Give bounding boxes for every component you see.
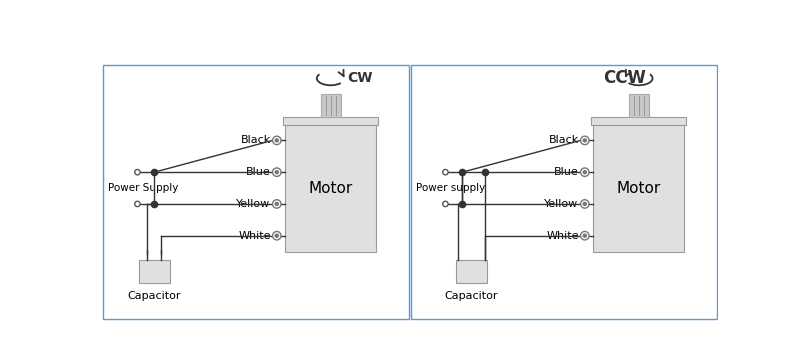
Circle shape xyxy=(583,139,586,142)
Text: Black: Black xyxy=(548,135,578,145)
Circle shape xyxy=(273,168,281,177)
Circle shape xyxy=(581,200,589,208)
Text: Yellow: Yellow xyxy=(544,199,578,209)
Circle shape xyxy=(581,168,589,177)
Text: White: White xyxy=(238,231,270,241)
Circle shape xyxy=(273,200,281,208)
Text: Motor: Motor xyxy=(309,181,353,195)
Bar xyxy=(102,65,410,319)
Text: CW: CW xyxy=(348,71,373,85)
Text: Yellow: Yellow xyxy=(236,199,270,209)
Text: CCW: CCW xyxy=(603,69,646,87)
Circle shape xyxy=(275,139,278,142)
Bar xyxy=(456,260,487,283)
Bar xyxy=(629,94,649,117)
Circle shape xyxy=(583,234,586,237)
Circle shape xyxy=(581,136,589,145)
Circle shape xyxy=(273,232,281,240)
Text: Power supply: Power supply xyxy=(416,183,486,193)
Circle shape xyxy=(134,170,140,175)
Bar xyxy=(591,117,686,124)
Circle shape xyxy=(581,232,589,240)
Bar xyxy=(594,124,684,252)
Text: Blue: Blue xyxy=(246,167,270,177)
Circle shape xyxy=(583,202,586,205)
Bar xyxy=(283,117,378,124)
Bar xyxy=(286,124,376,252)
Text: White: White xyxy=(546,231,578,241)
Text: Motor: Motor xyxy=(617,181,661,195)
Text: Black: Black xyxy=(240,135,270,145)
Circle shape xyxy=(442,170,448,175)
Text: Blue: Blue xyxy=(554,167,578,177)
Text: Power Supply: Power Supply xyxy=(108,183,178,193)
Circle shape xyxy=(275,234,278,237)
Circle shape xyxy=(275,202,278,205)
Bar xyxy=(410,65,718,319)
Circle shape xyxy=(134,201,140,207)
Circle shape xyxy=(442,201,448,207)
Circle shape xyxy=(273,136,281,145)
Text: Capacitor: Capacitor xyxy=(128,291,181,301)
Circle shape xyxy=(275,171,278,174)
Bar xyxy=(321,94,341,117)
Text: Capacitor: Capacitor xyxy=(445,291,498,301)
Bar xyxy=(139,260,170,283)
Circle shape xyxy=(583,171,586,174)
